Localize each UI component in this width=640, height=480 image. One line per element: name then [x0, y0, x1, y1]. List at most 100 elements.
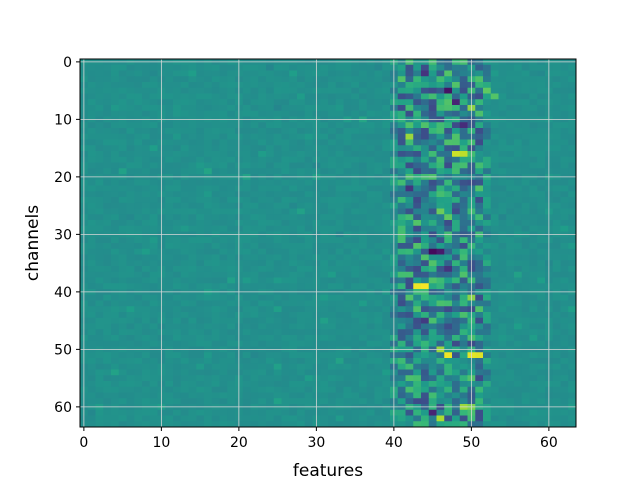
- heatmap-cell: [459, 381, 468, 388]
- heatmap-cell: [87, 168, 96, 175]
- heatmap-cell: [126, 386, 135, 393]
- heatmap-cell: [126, 185, 135, 192]
- heatmap-cell: [266, 122, 275, 129]
- heatmap-cell: [188, 202, 197, 209]
- heatmap-cell: [219, 294, 228, 301]
- heatmap-cell: [397, 202, 406, 209]
- heatmap-cell: [498, 151, 507, 158]
- heatmap-cell: [521, 340, 530, 347]
- heatmap-cell: [498, 145, 507, 152]
- heatmap-cell: [95, 312, 104, 319]
- heatmap-cell: [180, 266, 189, 273]
- heatmap-cell: [459, 145, 468, 152]
- heatmap-cell: [266, 87, 275, 94]
- heatmap-cell: [204, 266, 213, 273]
- heatmap-cell: [180, 70, 189, 77]
- heatmap-cell: [204, 306, 213, 313]
- heatmap-cell: [514, 363, 523, 370]
- heatmap-cell: [289, 415, 298, 422]
- heatmap-cell: [413, 156, 422, 163]
- heatmap-cell: [126, 363, 135, 370]
- heatmap-cell: [328, 277, 337, 284]
- heatmap-cell: [498, 122, 507, 129]
- heatmap-cell: [142, 358, 151, 365]
- heatmap-cell: [227, 76, 236, 83]
- heatmap-cell: [444, 329, 453, 336]
- heatmap-cell: [273, 398, 282, 405]
- heatmap-cell: [297, 162, 306, 169]
- heatmap-cell: [289, 358, 298, 365]
- heatmap-cell: [250, 76, 259, 83]
- heatmap-cell: [475, 306, 484, 313]
- heatmap-cell: [180, 168, 189, 175]
- heatmap-cell: [436, 415, 445, 422]
- heatmap-cell: [335, 139, 344, 146]
- heatmap-cell: [134, 220, 143, 227]
- heatmap-cell: [506, 168, 515, 175]
- heatmap-cell: [490, 225, 499, 232]
- heatmap-cell: [273, 110, 282, 117]
- heatmap-cell: [459, 99, 468, 106]
- heatmap-cell: [273, 254, 282, 261]
- heatmap-cell: [436, 363, 445, 370]
- heatmap-cell: [273, 271, 282, 278]
- heatmap-cell: [366, 248, 375, 255]
- heatmap-cell: [514, 358, 523, 365]
- heatmap-cell: [428, 99, 437, 106]
- heatmap-cell: [490, 151, 499, 158]
- heatmap-cell: [304, 151, 313, 158]
- heatmap-cell: [514, 283, 523, 290]
- heatmap-cell: [351, 271, 360, 278]
- heatmap-cell: [343, 283, 352, 290]
- heatmap-cell: [552, 381, 561, 388]
- heatmap-cell: [142, 145, 151, 152]
- heatmap-cell: [211, 363, 220, 370]
- heatmap-cell: [436, 323, 445, 330]
- heatmap-cell: [382, 352, 391, 359]
- heatmap-cell: [343, 162, 352, 169]
- heatmap-cell: [475, 185, 484, 192]
- heatmap-cell: [397, 64, 406, 71]
- heatmap-cell: [490, 208, 499, 215]
- heatmap-cell: [537, 133, 546, 140]
- heatmap-cell: [444, 300, 453, 307]
- heatmap-cell: [103, 421, 112, 428]
- heatmap-cell: [142, 99, 151, 106]
- heatmap-cell: [273, 76, 282, 83]
- heatmap-cell: [118, 271, 127, 278]
- heatmap-cell: [289, 220, 298, 227]
- heatmap-cell: [142, 369, 151, 376]
- heatmap-cell: [173, 151, 182, 158]
- heatmap-cell: [211, 294, 220, 301]
- heatmap-cell: [165, 122, 174, 129]
- heatmap-cell: [289, 168, 298, 175]
- heatmap-cell: [95, 248, 104, 255]
- heatmap-cell: [397, 110, 406, 117]
- heatmap-cell: [320, 340, 329, 347]
- heatmap-cell: [452, 294, 461, 301]
- heatmap-cell: [95, 398, 104, 405]
- heatmap-cell: [428, 162, 437, 169]
- heatmap-cell: [483, 398, 492, 405]
- heatmap-cell: [180, 248, 189, 255]
- heatmap-cell: [529, 271, 538, 278]
- heatmap-cell: [173, 93, 182, 100]
- heatmap-cell: [149, 369, 158, 376]
- heatmap-cell: [475, 312, 484, 319]
- heatmap-cell: [498, 243, 507, 250]
- heatmap-cell: [459, 237, 468, 244]
- heatmap-cell: [204, 260, 213, 267]
- heatmap-cell: [405, 110, 414, 117]
- heatmap-cell: [180, 254, 189, 261]
- heatmap-cell: [149, 122, 158, 129]
- heatmap-cell: [552, 392, 561, 399]
- heatmap-cell: [374, 352, 383, 359]
- heatmap-cell: [320, 191, 329, 198]
- heatmap-cell: [374, 421, 383, 428]
- heatmap-cell: [180, 352, 189, 359]
- heatmap-cell: [498, 237, 507, 244]
- heatmap-cell: [568, 283, 577, 290]
- heatmap-cell: [506, 243, 515, 250]
- heatmap-cell: [521, 392, 530, 399]
- heatmap-cell: [521, 168, 530, 175]
